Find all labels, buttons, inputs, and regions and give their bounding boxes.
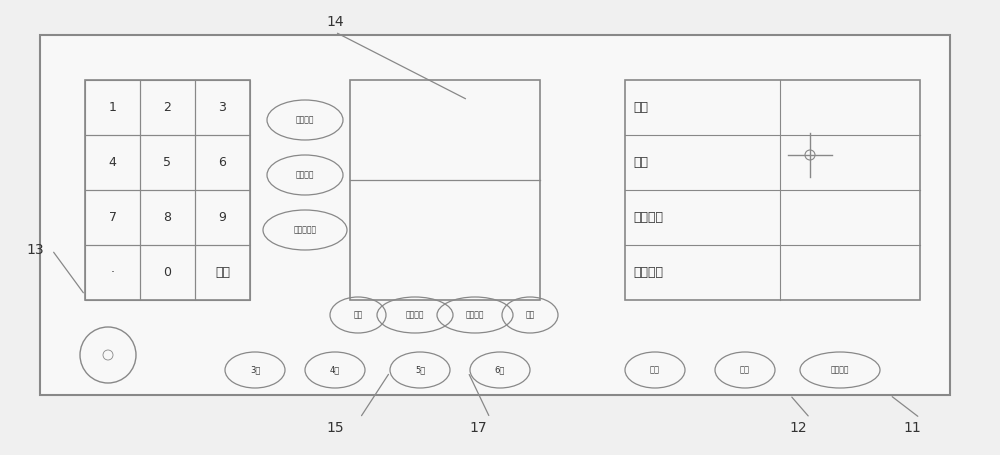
Bar: [140, 190, 195, 245]
Text: 6寸: 6寸: [495, 365, 505, 374]
Bar: [140, 80, 195, 135]
Text: 重量: 重量: [633, 101, 648, 114]
Text: 17: 17: [469, 421, 487, 435]
Text: 2: 2: [164, 101, 171, 114]
Text: 3寸: 3寸: [250, 365, 260, 374]
Text: 8: 8: [164, 211, 172, 224]
Text: 11: 11: [903, 421, 921, 435]
Text: 5: 5: [164, 156, 172, 169]
Text: 15: 15: [326, 421, 344, 435]
Text: 6: 6: [219, 156, 226, 169]
Bar: [195, 190, 250, 245]
Text: 9: 9: [219, 211, 226, 224]
Bar: [85, 80, 250, 300]
Text: 3: 3: [219, 101, 226, 114]
Text: 单次数大数: 单次数大数: [293, 226, 317, 234]
Text: 万片: 万片: [525, 310, 535, 319]
Bar: [140, 245, 195, 300]
Text: 7: 7: [108, 211, 116, 224]
Text: ·: ·: [110, 266, 114, 279]
Text: 确认: 确认: [215, 266, 230, 279]
Text: 5寸: 5寸: [415, 365, 425, 374]
Text: 13: 13: [26, 243, 44, 257]
Text: 片数: 片数: [633, 156, 648, 169]
Bar: [625, 80, 920, 300]
Bar: [140, 135, 195, 190]
Bar: [350, 80, 540, 300]
Text: 去皮: 去皮: [650, 365, 660, 374]
Text: 4寸: 4寸: [330, 365, 340, 374]
Bar: [195, 80, 250, 135]
Text: 累计: 累计: [740, 365, 750, 374]
Bar: [85, 80, 140, 135]
Text: 14: 14: [326, 15, 344, 29]
Text: 厚度上限: 厚度上限: [296, 116, 314, 125]
Bar: [85, 190, 140, 245]
Bar: [195, 245, 250, 300]
Text: 累计片数: 累计片数: [633, 211, 663, 224]
Bar: [195, 135, 250, 190]
Text: 单参考圆: 单参考圆: [406, 310, 424, 319]
Bar: [85, 245, 140, 300]
Text: 1: 1: [109, 101, 116, 114]
Text: 12: 12: [789, 421, 807, 435]
Text: 4: 4: [109, 156, 116, 169]
Bar: [85, 135, 140, 190]
Text: 停止累计: 停止累计: [831, 365, 849, 374]
Text: 0: 0: [164, 266, 172, 279]
Text: 双参考圆: 双参考圆: [466, 310, 484, 319]
Text: 圆片: 圆片: [353, 310, 363, 319]
Text: 累计次数: 累计次数: [633, 266, 663, 279]
Text: 厚度下限: 厚度下限: [296, 171, 314, 180]
Bar: [40, 35, 950, 395]
